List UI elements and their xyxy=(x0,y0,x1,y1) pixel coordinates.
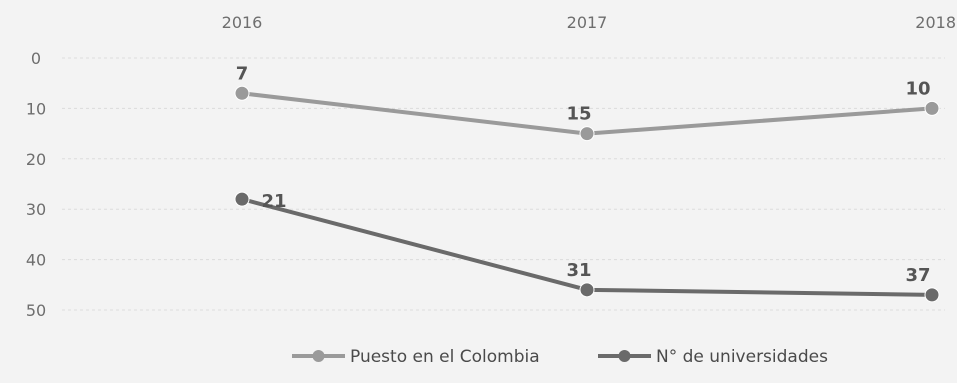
data-point xyxy=(234,191,250,207)
y-axis-ticks: 0 10 20 30 40 50 xyxy=(26,49,46,320)
legend-swatch-marker xyxy=(618,350,631,362)
y-tick-label: 10 xyxy=(26,99,46,118)
x-tick-label: 2016 xyxy=(222,13,263,32)
y-tick-label: 40 xyxy=(26,251,46,270)
data-label: 31 xyxy=(566,260,591,281)
data-point xyxy=(924,100,940,116)
data-point xyxy=(579,282,595,298)
data-point xyxy=(234,85,250,101)
x-tick-label: 2018 xyxy=(915,13,956,32)
legend-label: Puesto en el Colombia xyxy=(350,347,540,367)
y-tick-label: 30 xyxy=(26,200,46,219)
series-layer xyxy=(234,85,940,303)
data-label: 37 xyxy=(905,265,930,286)
data-label: 10 xyxy=(905,78,930,99)
gridlines xyxy=(62,57,945,311)
data-labels: 7 15 10 21 31 37 xyxy=(236,63,931,286)
data-label: 15 xyxy=(566,104,591,125)
legend-swatch-marker xyxy=(312,350,325,362)
y-tick-label: 50 xyxy=(26,301,46,320)
data-point xyxy=(579,126,595,142)
data-label: 7 xyxy=(236,63,249,84)
x-tick-label: 2017 xyxy=(567,13,608,32)
data-point xyxy=(924,287,940,303)
y-tick-label: 20 xyxy=(26,150,46,169)
x-axis-ticks: 2016 2017 2018 xyxy=(222,13,956,32)
y-tick-label: 0 xyxy=(31,49,41,68)
legend-label: N° de universidades xyxy=(656,347,828,367)
data-label: 21 xyxy=(261,191,286,212)
legend: Puesto en el Colombia N° de universidades xyxy=(292,347,828,367)
